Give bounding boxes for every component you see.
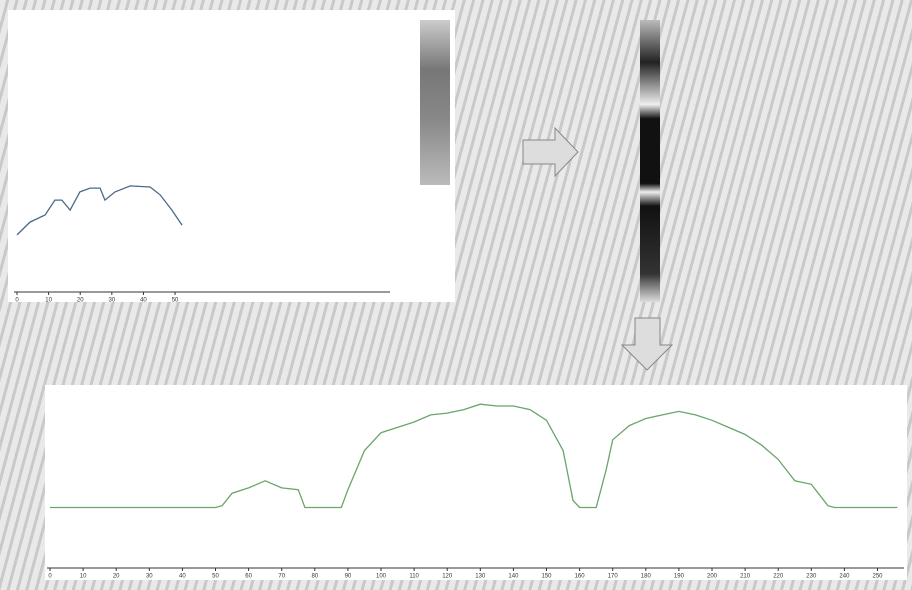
x-tick-label: 0	[15, 298, 19, 304]
x-tick-label: 160	[575, 574, 586, 580]
x-tick-label: 50	[212, 574, 219, 580]
x-tick-label: 60	[245, 574, 252, 580]
profile-line	[50, 403, 898, 509]
x-tick-label: 120	[442, 574, 453, 580]
top-panel	[8, 10, 455, 302]
profile-line	[16, 185, 183, 236]
x-tick-label: 200	[707, 574, 718, 580]
x-tick-label: 170	[608, 574, 619, 580]
x-tick-label: 40	[179, 574, 186, 580]
x-tick-label: 190	[674, 574, 685, 580]
x-tick-label: 50	[172, 298, 179, 304]
x-tick-label: 180	[641, 574, 652, 580]
x-tick-label: 90	[345, 574, 352, 580]
x-tick-label: 10	[80, 574, 87, 580]
x-tick-label: 0	[48, 574, 52, 580]
x-tick-label: 30	[108, 298, 115, 304]
x-tick-label: 20	[77, 298, 84, 304]
x-tick-label: 250	[873, 574, 884, 580]
x-tick-label: 230	[806, 574, 817, 580]
x-tick-label: 30	[146, 574, 153, 580]
arrow-down	[620, 317, 674, 371]
x-tick-label: 70	[278, 574, 285, 580]
x-tick-label: 130	[475, 574, 486, 580]
x-tick-label: 140	[508, 574, 519, 580]
x-tick-label: 220	[773, 574, 784, 580]
arrow-right	[522, 126, 579, 178]
x-tick-label: 210	[740, 574, 751, 580]
x-tick-label: 40	[140, 298, 147, 304]
gel-lane	[420, 20, 450, 185]
x-tick-label: 100	[376, 574, 387, 580]
x-tick-label: 80	[311, 574, 318, 580]
x-tick-label: 10	[45, 298, 52, 304]
x-tick-label: 20	[113, 574, 120, 580]
x-tick-label: 150	[542, 574, 553, 580]
processed-lane	[640, 20, 660, 302]
x-tick-label: 110	[409, 574, 419, 580]
x-tick-label: 240	[839, 574, 850, 580]
bottom-panel	[45, 385, 907, 580]
